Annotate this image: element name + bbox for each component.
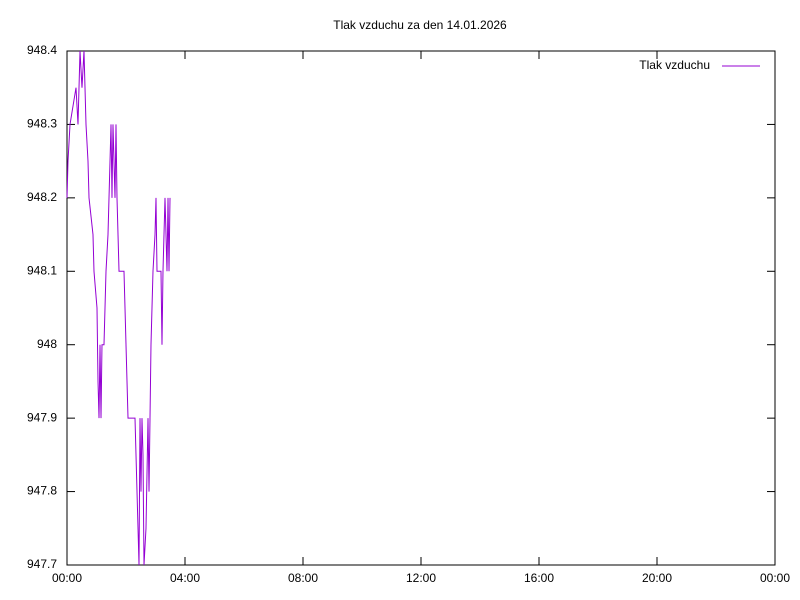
y-tick-label: 947.7 — [27, 557, 57, 571]
plot-border — [66, 50, 776, 566]
y-tick-label: 948.3 — [27, 117, 57, 131]
y-tick-label: 948.2 — [27, 190, 57, 204]
x-tick-label: 08:00 — [288, 571, 318, 585]
y-tick-label: 948.4 — [27, 43, 57, 57]
y-tick-label: 948.1 — [27, 263, 57, 277]
chart-title: Tlak vzduchu za den 14.01.2026 — [333, 18, 507, 32]
x-tick-label: 12:00 — [406, 571, 436, 585]
x-tick-label: 20:00 — [642, 571, 672, 585]
x-tick-label: 00:00 — [52, 571, 82, 585]
y-tick-label: 947.9 — [27, 410, 57, 424]
x-tick-label: 00:00 — [760, 571, 790, 585]
data-line — [66, 50, 171, 566]
x-tick-label: 16:00 — [524, 571, 554, 585]
x-tick-label: 04:00 — [170, 571, 200, 585]
y-tick-label: 947.8 — [27, 484, 57, 498]
y-tick-label: 948 — [37, 337, 57, 351]
legend-label: Tlak vzduchu — [639, 58, 710, 72]
